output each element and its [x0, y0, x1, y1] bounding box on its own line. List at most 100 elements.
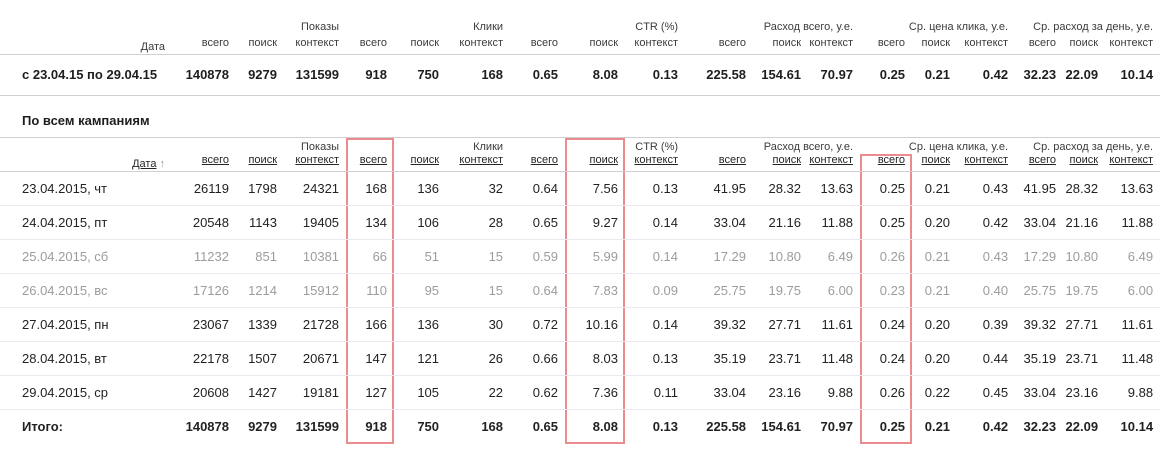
value-cell: 0.39 [982, 317, 1009, 332]
value-cell: 26 [488, 351, 504, 366]
summary-group-avg-click-price: Ср. цена клика, у.е. [908, 21, 1009, 33]
value-cell: 225.58 [706, 419, 747, 435]
subheader-context: контекст [284, 154, 346, 172]
value-cell: 7.56 [565, 172, 625, 206]
sort-link-total[interactable]: всего [530, 154, 559, 166]
sort-link-search[interactable]: поиск [410, 154, 440, 166]
value-cell: 0.21 [924, 249, 951, 264]
date-sort-link[interactable]: Дата [132, 158, 157, 170]
group-avg-click-price: Ср. цена клика, у.е. [908, 141, 1009, 153]
value-cell: 27.71 [1065, 317, 1099, 332]
sort-link-search[interactable]: поиск [248, 154, 277, 166]
value-cell: 0.25 [860, 410, 912, 444]
value-cell: 127 [346, 376, 394, 410]
value-cell: 21728 [302, 317, 340, 332]
value-cell: 7.36 [565, 376, 625, 410]
sort-link-context[interactable]: контекст [295, 154, 340, 166]
value-cell: 10381 [302, 249, 340, 264]
subheader-context: контекст [808, 154, 860, 172]
value-cell: 0.21 [924, 181, 951, 196]
value-cell: 140878 [185, 67, 229, 82]
value-cell: 0.21 [924, 283, 951, 298]
value-cell: 0.40 [982, 283, 1009, 298]
sort-link-total[interactable]: всего [718, 154, 747, 166]
value-cell: 11.61 [1121, 317, 1154, 332]
value-cell: 0.65 [532, 67, 559, 82]
value-cell: 22 [488, 385, 504, 400]
value-cell: 11232 [193, 249, 229, 264]
value-cell: 22.09 [1065, 419, 1099, 435]
value-cell: 41.95 [1023, 181, 1057, 196]
value-cell: 1214 [248, 283, 277, 298]
subheader-context: контекст [446, 154, 510, 172]
value-cell: 0.65 [532, 419, 559, 435]
value-cell: 27.71 [768, 317, 802, 332]
sort-link-context[interactable]: контекст [1109, 154, 1154, 166]
table-row: 29.04.2015, ср 20608 1427 19181 127 105 … [0, 375, 1160, 410]
value-cell: 9279 [248, 419, 277, 435]
sort-link-total[interactable]: всего [1028, 154, 1057, 166]
group-impressions: Показы [301, 141, 340, 153]
subheader-search: поиск [565, 154, 625, 172]
date-cell: 28.04.2015, вт [22, 351, 107, 366]
value-cell: 0.25 [860, 206, 912, 240]
value-cell: 28.32 [1065, 181, 1099, 196]
sort-link-search[interactable]: поиск [772, 154, 802, 166]
value-cell: 20608 [192, 385, 229, 400]
subheader-search: поиск [912, 154, 957, 172]
sort-link-context[interactable]: контекст [459, 154, 504, 166]
sort-link-context[interactable]: контекст [809, 154, 854, 166]
value-cell: 24321 [302, 181, 340, 196]
value-cell: 0.26 [860, 240, 912, 274]
subheader-search: поиск [772, 36, 802, 49]
summary-date-header: Дата [140, 40, 165, 53]
value-cell: 166 [346, 308, 394, 342]
value-cell: 39.32 [713, 317, 747, 332]
value-cell: 0.43 [982, 181, 1009, 196]
value-cell: 9279 [248, 67, 277, 82]
sort-link-total[interactable]: всего [359, 154, 388, 166]
value-cell: 0.26 [860, 376, 912, 410]
value-cell: 9.88 [827, 385, 854, 400]
value-cell: 10.14 [1120, 419, 1154, 435]
value-cell: 121 [417, 351, 440, 366]
value-cell: 95 [424, 283, 440, 298]
value-cell: 0.20 [924, 215, 951, 230]
value-cell: 0.62 [532, 385, 559, 400]
subheader-search: поиск [753, 154, 808, 172]
value-cell: 154.61 [761, 419, 802, 435]
sort-link-context[interactable]: контекст [634, 154, 679, 166]
value-cell: 1427 [248, 385, 277, 400]
sort-link-search[interactable]: поиск [1069, 154, 1099, 166]
subheader-search: поиск [921, 36, 951, 49]
highlight-box-ctr-search [565, 137, 625, 154]
subheader-total: всего [1028, 36, 1057, 49]
sort-link-context[interactable]: контекст [964, 154, 1009, 166]
sort-link-total[interactable]: всего [201, 154, 229, 166]
sort-link-total[interactable]: всего [877, 154, 906, 166]
subheader-context: контекст [957, 154, 1015, 172]
value-cell: 19405 [302, 215, 340, 230]
value-cell: 0.42 [982, 419, 1009, 435]
value-cell: 5.99 [565, 240, 625, 274]
sort-link-search[interactable]: поиск [589, 154, 619, 166]
value-cell: 11.48 [1121, 351, 1154, 366]
sort-link-search[interactable]: поиск [921, 154, 951, 166]
summary-group-avg-daily-cost: Ср. расход за день, у.е. [1033, 21, 1154, 33]
value-cell: 28.32 [768, 181, 802, 196]
value-cell: 21.16 [1065, 215, 1099, 230]
value-cell: 70.97 [820, 67, 854, 82]
value-cell: 750 [417, 67, 440, 82]
value-cell: 20671 [302, 351, 340, 366]
value-cell: 25.75 [1023, 283, 1057, 298]
value-cell: 0.20 [924, 351, 951, 366]
value-cell: 41.95 [713, 181, 747, 196]
value-cell: 22178 [192, 351, 229, 366]
value-cell: 70.97 [820, 419, 854, 435]
group-cost: Расход всего, у.е. [763, 141, 854, 153]
subheader-context: контекст [295, 36, 340, 49]
date-cell: 27.04.2015, пн [22, 317, 109, 332]
value-cell: 136 [417, 317, 440, 332]
value-cell: 106 [417, 215, 440, 230]
